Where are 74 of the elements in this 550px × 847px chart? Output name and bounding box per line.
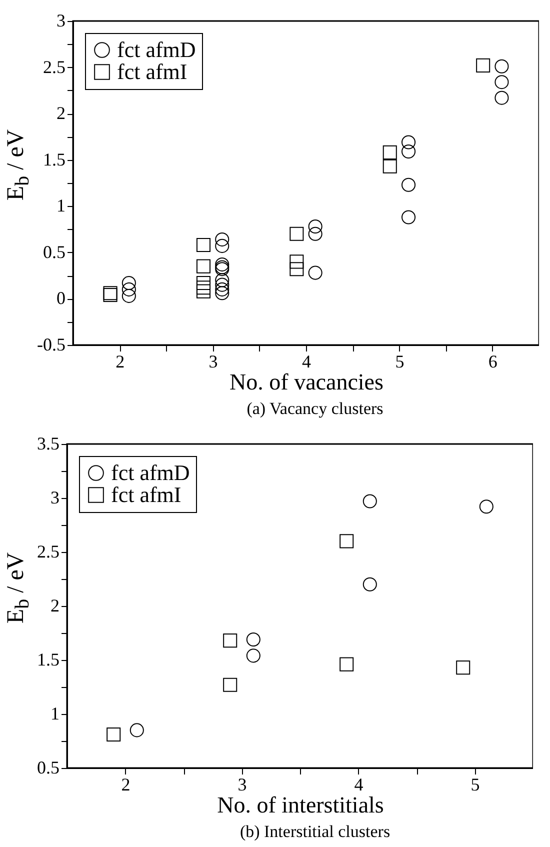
- point: [402, 144, 416, 159]
- x-tick-label: 5: [470, 774, 480, 794]
- y-tick-label: 0.5: [43, 242, 66, 262]
- point: [223, 678, 238, 692]
- point: [382, 159, 397, 174]
- point: [290, 226, 304, 241]
- y-tick-label: 2.5: [37, 542, 60, 562]
- x-tick-label: 3: [238, 774, 247, 794]
- y-tick-label: 1.5: [43, 149, 66, 170]
- y-tick-label: 3: [56, 10, 66, 30]
- x-tick-label: 4: [354, 774, 364, 794]
- point: [215, 238, 230, 253]
- point: [362, 494, 377, 508]
- point: [196, 284, 210, 298]
- x-tick-label: 4: [302, 352, 311, 372]
- point: [196, 238, 210, 252]
- legend-label: fct afmD: [117, 37, 196, 62]
- text: (a) Vacancy clusters: [246, 399, 384, 418]
- y-tick-label: 3: [50, 488, 60, 508]
- text: (b) Interstitial clusters: [238, 822, 392, 841]
- y-tick-label: 2: [56, 103, 66, 124]
- y-tick-label: 2: [50, 596, 60, 616]
- point: [308, 220, 322, 234]
- point: [215, 282, 230, 296]
- x-tick-label: 2: [121, 774, 130, 794]
- y-tick-label: 2.5: [43, 56, 66, 77]
- y-tick-label: 0.5: [37, 758, 60, 778]
- x-axis-title: No. of vacancies: [230, 370, 384, 394]
- point: [196, 259, 210, 274]
- point: [196, 280, 210, 295]
- point: [215, 232, 230, 246]
- point: [290, 262, 304, 276]
- point: [402, 178, 416, 192]
- legend-label: fct afmI: [111, 482, 182, 507]
- point: [494, 75, 509, 90]
- legend-label: fct afmI: [117, 59, 188, 84]
- point: [308, 266, 322, 280]
- point: [362, 577, 377, 592]
- point: [215, 257, 230, 272]
- y-tick-label: 0: [56, 288, 66, 308]
- y-tick-label: 1.5: [37, 650, 60, 670]
- point: [476, 58, 490, 72]
- y-tick-label: 1: [50, 704, 60, 724]
- point: [479, 500, 494, 514]
- y-tick-label: 3.5: [37, 434, 60, 454]
- y-tick-label: -0.5: [37, 334, 66, 354]
- point: [106, 728, 121, 742]
- point: [130, 723, 144, 738]
- point: [122, 276, 136, 290]
- x-tick-label: 5: [395, 352, 404, 372]
- point: [494, 90, 509, 105]
- x-tick-label: 3: [208, 352, 218, 372]
- x-tick-label: 2: [116, 352, 125, 372]
- x-axis-title: No. of interstitials: [217, 792, 384, 818]
- point: [340, 534, 354, 548]
- point: [340, 657, 354, 672]
- point: [122, 288, 136, 303]
- point: [494, 59, 509, 74]
- point: [122, 282, 136, 296]
- point: [290, 254, 304, 269]
- point: [308, 226, 322, 241]
- legend-label: fct afmD: [111, 460, 190, 485]
- point: [215, 273, 230, 288]
- x-tick-label: 6: [488, 352, 498, 372]
- point: [246, 632, 260, 646]
- point: [382, 145, 397, 160]
- point: [402, 135, 416, 150]
- point: [456, 660, 470, 675]
- point: [402, 210, 416, 224]
- point: [215, 286, 230, 300]
- y-tick-label: 1: [56, 196, 66, 216]
- point: [223, 634, 238, 648]
- point: [246, 648, 260, 663]
- point: [215, 278, 230, 292]
